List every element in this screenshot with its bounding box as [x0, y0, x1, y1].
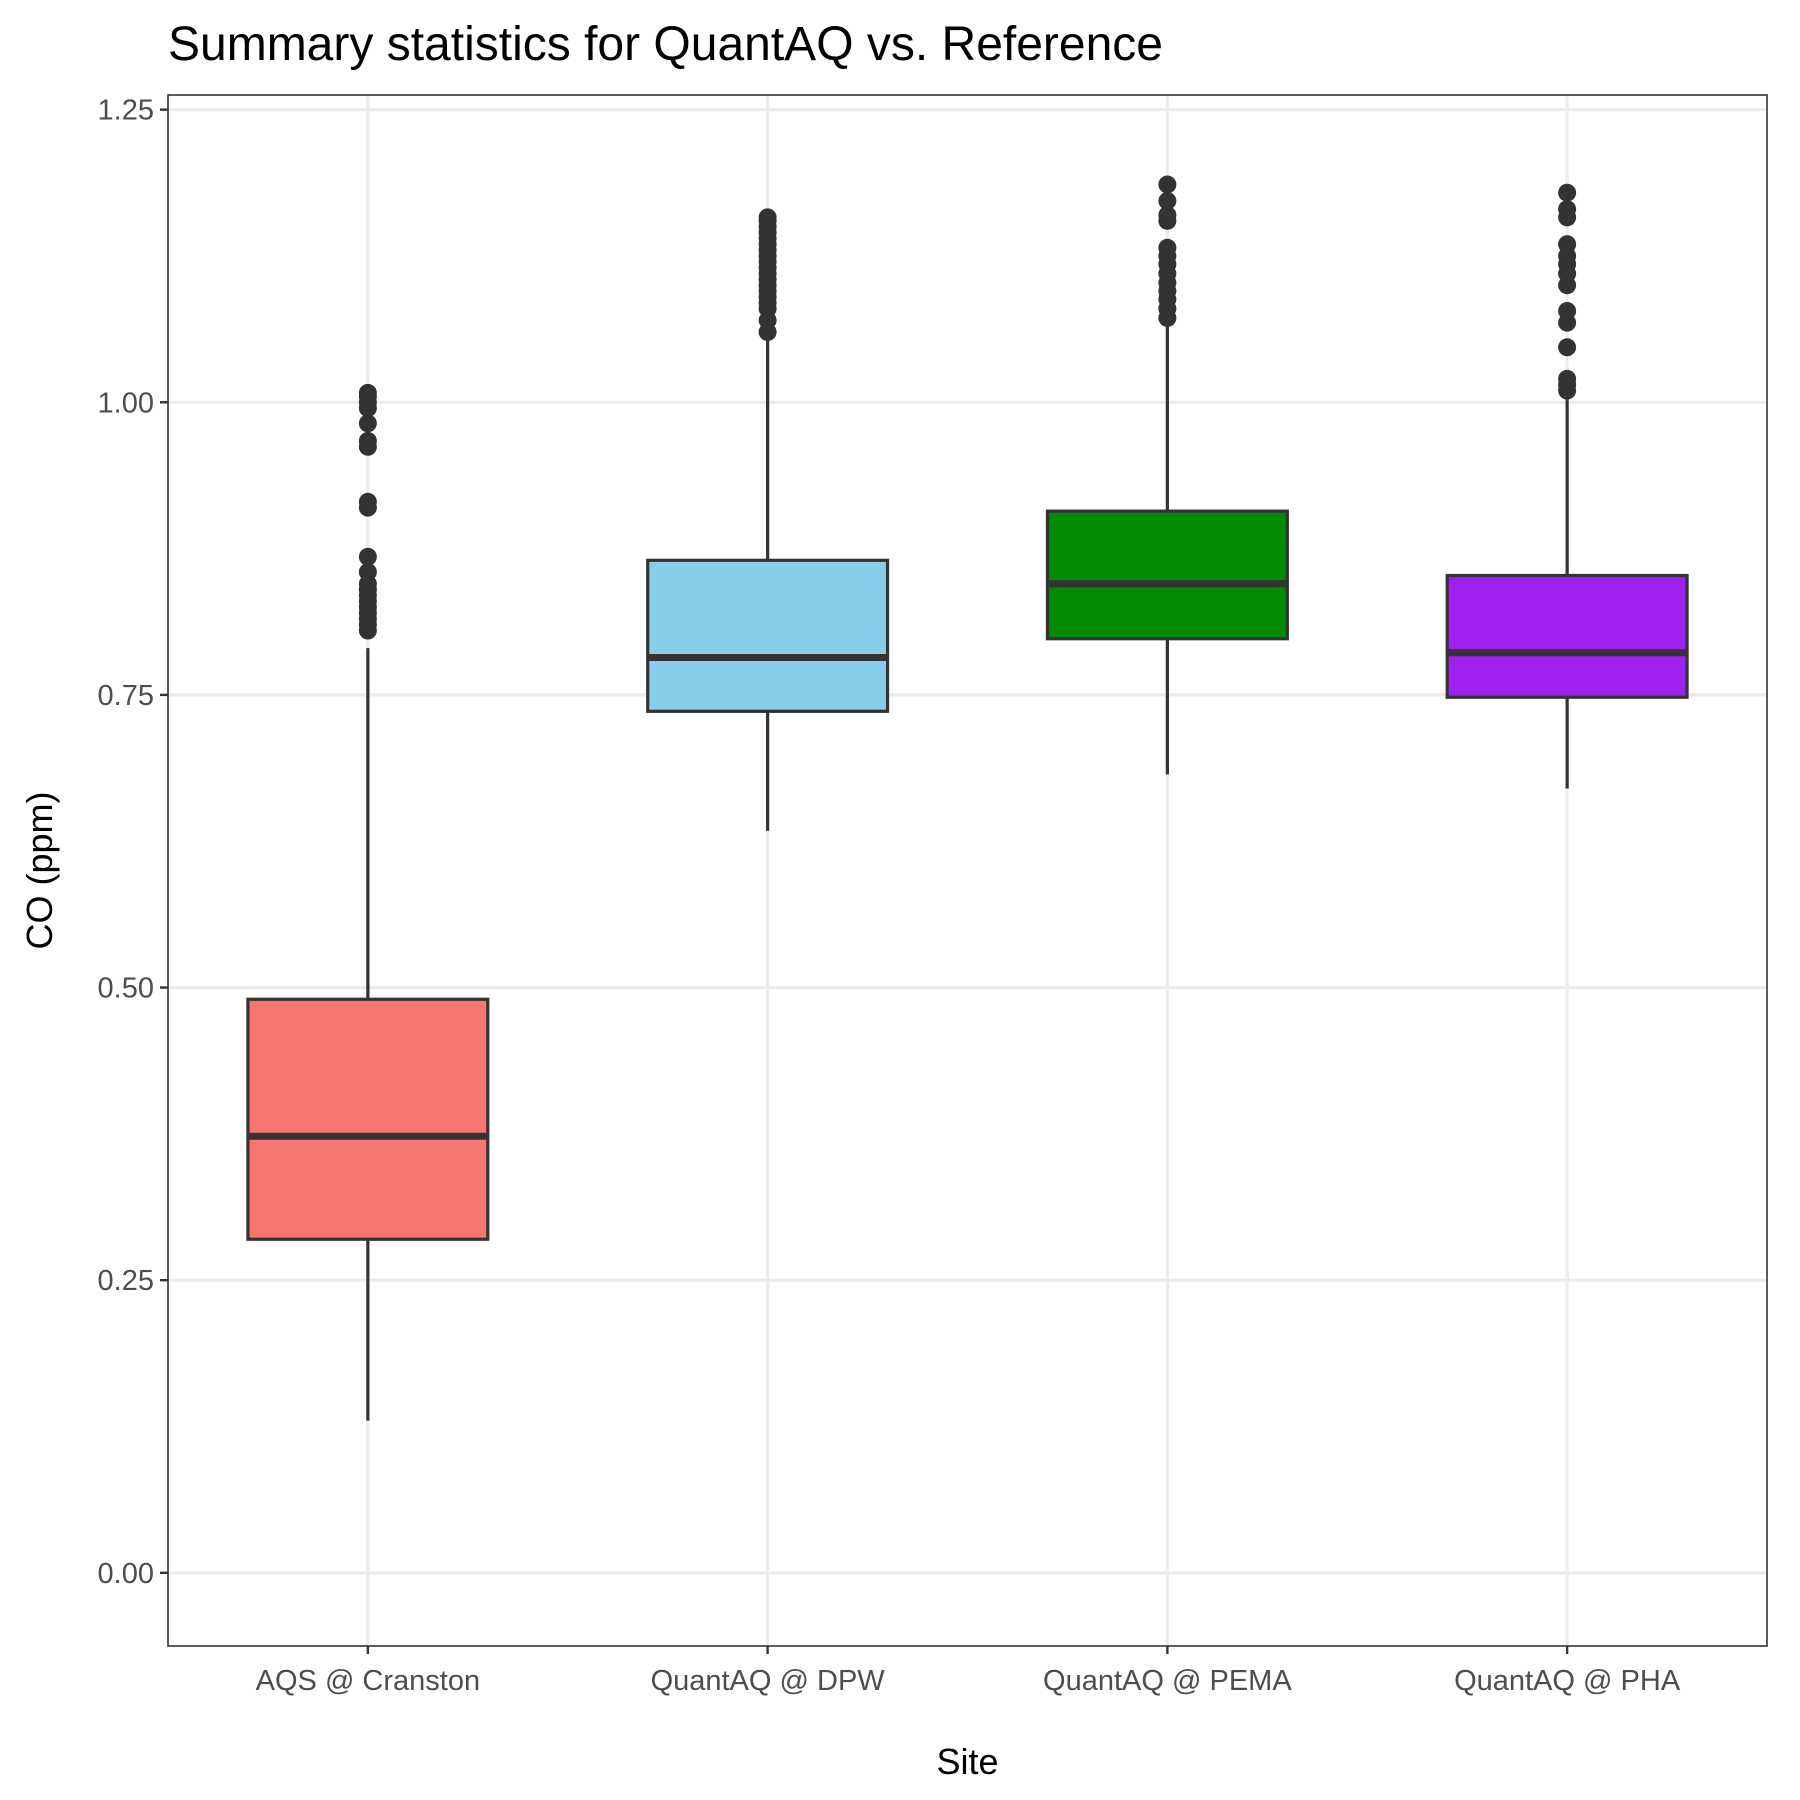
outlier-point [1158, 175, 1177, 194]
axis-layer: 0.00 0.25 0.50 0.75 1.00 1.25 AQS @ Cranston Qu… [98, 95, 1681, 1697]
y-tick-label: 0.25 [98, 1265, 154, 1297]
x-tick-label: QuantAQ @ PHA [1454, 1665, 1681, 1697]
marks-layer [246, 175, 1689, 1421]
iqr-box [1445, 573, 1689, 699]
outlier-point [1558, 200, 1577, 219]
iqr-box [1045, 509, 1289, 641]
y-tick-label: 1.25 [98, 95, 154, 127]
outlier-point [1558, 338, 1577, 357]
x-tick-label: AQS @ Cranston [256, 1665, 480, 1697]
grid-layer [168, 95, 1767, 1646]
outlier-point [1558, 183, 1577, 202]
x-tick-label: QuantAQ @ DPW [651, 1665, 886, 1697]
outlier-point [358, 492, 377, 511]
outlier-point [358, 414, 377, 433]
outlier-point [1158, 191, 1177, 210]
outlier-point [358, 431, 377, 450]
boxplot-group [646, 208, 890, 831]
boxplot-group [1445, 183, 1689, 789]
outlier-point [1558, 235, 1577, 254]
outlier-point [1558, 369, 1577, 388]
chart-title: Summary statistics for QuantAQ vs. Refer… [168, 18, 1163, 71]
y-tick-label: 1.00 [98, 387, 154, 419]
outlier-point [358, 383, 377, 402]
boxplot-group [246, 383, 490, 1421]
y-tick-label: 0.50 [98, 973, 154, 1005]
x-tick-label: QuantAQ @ PEMA [1043, 1665, 1292, 1697]
outlier-point [358, 563, 377, 582]
panel-border [167, 94, 1768, 1647]
boxplot-group [1045, 175, 1289, 775]
y-tick-label: 0.00 [98, 1558, 154, 1590]
outlier-point [758, 208, 777, 227]
iqr-box [246, 997, 490, 1241]
outlier-point [1558, 301, 1577, 320]
outlier-point [358, 547, 377, 566]
outlier-point [1158, 238, 1177, 257]
y-tick-label: 0.75 [98, 680, 154, 712]
iqr-box [646, 558, 890, 713]
outlier-point [1158, 205, 1177, 224]
x-axis-title: Site [936, 1741, 998, 1782]
y-axis-title: CO (ppm) [19, 791, 60, 949]
